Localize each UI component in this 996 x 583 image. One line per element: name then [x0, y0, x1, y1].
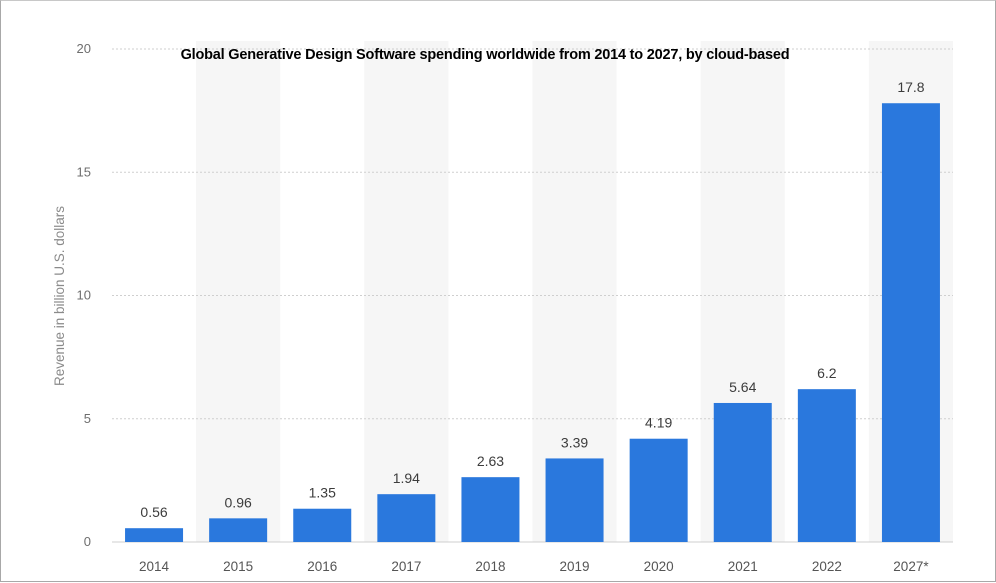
- value-label-2021: 5.64: [729, 379, 756, 395]
- column-band: [196, 41, 281, 542]
- bar-2019: [545, 458, 604, 542]
- y-tick-label: 5: [84, 411, 91, 426]
- x-tick-label-2021: 2021: [728, 559, 758, 574]
- x-tick-label-2017: 2017: [391, 559, 421, 574]
- value-label-2027*: 17.8: [897, 79, 924, 95]
- bar-2014: [125, 528, 184, 542]
- x-tick-label-2018: 2018: [475, 559, 505, 574]
- y-tick-label: 15: [77, 164, 91, 179]
- bar-2018: [461, 477, 520, 542]
- y-axis-ticks: 0 5 10 15 20: [77, 41, 91, 549]
- y-axis-title: Revenue in billion U.S. dollars: [52, 206, 67, 386]
- x-tick-label-2022: 2022: [812, 559, 842, 574]
- value-label-2020: 4.19: [645, 415, 672, 431]
- value-label-2015: 0.96: [225, 494, 252, 510]
- x-tick-label-2019: 2019: [560, 559, 590, 574]
- x-tick-label-2015: 2015: [223, 559, 253, 574]
- column-band: [364, 41, 449, 542]
- chart-title: Global Generative Design Software spendi…: [181, 47, 790, 63]
- bar-2021: [713, 402, 772, 542]
- bar-2016: [293, 508, 352, 542]
- x-tick-label-2027*: 2027*: [893, 559, 929, 574]
- x-tick-label-2016: 2016: [307, 559, 337, 574]
- bar-2020: [629, 438, 688, 542]
- value-label-2016: 1.35: [309, 485, 336, 501]
- value-label-2022: 6.2: [817, 365, 837, 381]
- bar-2022: [797, 389, 856, 542]
- bar-2017: [377, 494, 436, 542]
- y-tick-label: 0: [84, 534, 91, 549]
- x-tick-label-2014: 2014: [139, 559, 170, 574]
- bar-2027*: [881, 103, 940, 542]
- bar-2015: [209, 518, 268, 542]
- value-label-2017: 1.94: [393, 470, 420, 486]
- value-label-2019: 3.39: [561, 434, 588, 450]
- value-labels: 0.56 0.96 1.35 1.94 2.63 3.39 4.19 5.64 6.2 17.8: [140, 79, 924, 520]
- value-label-2014: 0.56: [140, 504, 167, 520]
- value-label-2018: 2.63: [477, 453, 504, 469]
- x-axis-labels: 2014 2015 2016 2017 2018 2019 2020 2021 2022 2027…: [139, 559, 929, 574]
- y-tick-label: 10: [77, 288, 91, 303]
- bars: [125, 103, 940, 542]
- x-tick-label-2020: 2020: [644, 559, 674, 574]
- y-tick-label: 20: [77, 41, 91, 56]
